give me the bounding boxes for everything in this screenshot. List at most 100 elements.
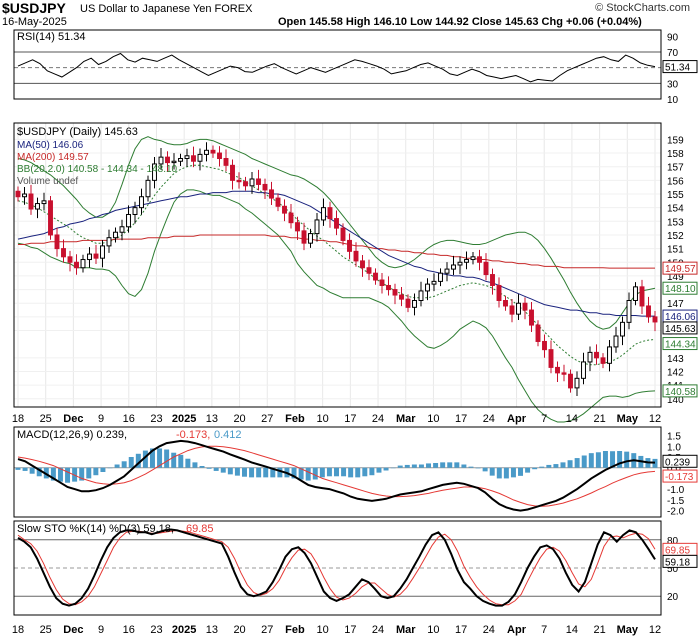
candle-body — [438, 272, 443, 282]
rsi-tick-label: 70 — [667, 48, 679, 59]
bb-upper-last-tag-box — [662, 281, 698, 295]
x-axis-label-top: Dec — [63, 413, 83, 425]
candle-body — [106, 237, 112, 247]
x-axis-label-bottom: Dec — [63, 624, 83, 636]
x-axis-label-top: Mar — [396, 413, 416, 425]
sto-legend-d: 69.85 — [186, 523, 214, 535]
macd-histogram-bar — [418, 464, 424, 468]
macd-histogram-bar — [482, 467, 488, 472]
x-axis-label-top: 13 — [206, 413, 218, 425]
macd-tick-label: -1.5 — [667, 496, 685, 507]
bb-mid-line — [17, 164, 656, 366]
candle-body — [386, 284, 391, 291]
macd-histogram-bar — [334, 467, 339, 477]
sto-legend: Slow STO %K(14) %D(3) 59.18, — [17, 523, 174, 535]
x-axis-label-top: 10 — [427, 413, 439, 425]
candle-body — [197, 153, 203, 162]
candle-body — [509, 305, 515, 315]
macd-legend-signal: -0.173, — [176, 429, 210, 441]
price-tick-label: 157 — [667, 163, 684, 174]
x-axis-label-top: 20 — [233, 413, 245, 425]
sto-tick-label: 80 — [667, 536, 679, 547]
macd-histogram-bar — [192, 462, 198, 468]
rsi-panel-frame — [13, 29, 662, 100]
candle-body — [54, 234, 60, 250]
macd-histogram-bar — [383, 467, 389, 471]
macd-histogram-bar — [199, 466, 205, 468]
macd-histogram-bar — [468, 466, 474, 468]
rsi-last-value-tag: 51.34 — [665, 63, 690, 74]
x-axis-label-top: 27 — [261, 413, 273, 425]
price-tick-label: 154 — [667, 204, 684, 215]
macd-histogram-bar — [291, 467, 297, 479]
candle-body — [477, 256, 482, 263]
macd-histogram-bar — [348, 467, 354, 478]
symbol-title: $USDJPY — [2, 0, 66, 16]
rsi-legend: RSI(14) 51.34 — [17, 31, 85, 43]
watermark: © StockCharts.com — [595, 2, 690, 14]
candle-body — [61, 248, 66, 258]
x-axis-label-bottom: 20 — [233, 624, 245, 636]
macd-histogram-bar — [157, 448, 163, 468]
candle-body — [347, 239, 352, 252]
macd-histogram-bar — [206, 467, 212, 469]
candle-body — [464, 259, 469, 263]
x-axis-label-top: Feb — [285, 413, 305, 425]
x-axis-label-top: 16 — [123, 413, 135, 425]
candle-body — [87, 253, 92, 261]
date-label: 16-May-2025 — [2, 16, 67, 28]
candle-body — [217, 152, 222, 160]
macd-histogram-bar — [270, 467, 276, 478]
bb-upper-last-tag: 148.10 — [665, 284, 696, 295]
x-axis-label-top: 18 — [12, 413, 24, 425]
candle-body — [67, 256, 73, 263]
candle-body — [600, 357, 606, 364]
x-axis-label-bottom: 7 — [541, 624, 547, 636]
sto-k-line — [17, 528, 656, 607]
macd-legend: MACD(12,26,9) 0.239, — [17, 429, 127, 441]
macd-histogram-bar — [220, 467, 226, 473]
candle-body — [126, 213, 131, 228]
candle-body — [301, 230, 307, 244]
sto-d-line — [17, 529, 656, 606]
price-tick-label: 149 — [667, 272, 684, 283]
x-axis-label-bottom: 18 — [12, 624, 24, 636]
macd-histogram-bar — [567, 460, 573, 468]
macd-histogram-bar — [404, 464, 410, 468]
candle-body — [308, 233, 313, 244]
x-axis-label-top: 24 — [372, 413, 384, 425]
x-axis-label-bottom: 12 — [649, 624, 661, 636]
candle-body — [457, 261, 463, 266]
candle-body — [529, 309, 534, 326]
macd-histogram-bar — [298, 467, 304, 480]
x-axis-label-bottom: Feb — [285, 624, 305, 636]
candle-body — [379, 279, 385, 286]
candle-body — [574, 377, 580, 389]
close-last-tag: 145.63 — [665, 324, 696, 335]
candle-body — [210, 149, 216, 154]
price-tick-label: 140 — [667, 395, 684, 406]
macd-histogram-bar — [121, 461, 127, 468]
candle-body — [152, 163, 157, 181]
x-axis-label-bottom: 16 — [123, 624, 135, 636]
x-axis-label-top: 2025 — [172, 413, 196, 425]
macd-histogram-bar — [461, 464, 467, 468]
candle-body — [28, 193, 34, 210]
price-tick-label: 159 — [667, 135, 684, 146]
x-axis-label-bottom: 10 — [427, 624, 439, 636]
candle-body — [522, 302, 528, 311]
candle-body — [646, 305, 651, 318]
macd-histogram-bar — [65, 467, 71, 483]
macd-histogram-bar — [454, 462, 460, 468]
x-axis-label-bottom: 24 — [483, 624, 495, 636]
candle-body — [412, 300, 417, 308]
macd-histogram-bar — [362, 467, 368, 477]
candle-body — [35, 203, 40, 210]
ma50-last-tag: 146.06 — [665, 312, 696, 323]
ma200-line — [18, 234, 655, 269]
candle-body — [633, 286, 638, 302]
macd-histogram-bar — [178, 454, 184, 468]
ma200-last-tag-box — [662, 261, 698, 275]
candle-body — [314, 219, 320, 235]
